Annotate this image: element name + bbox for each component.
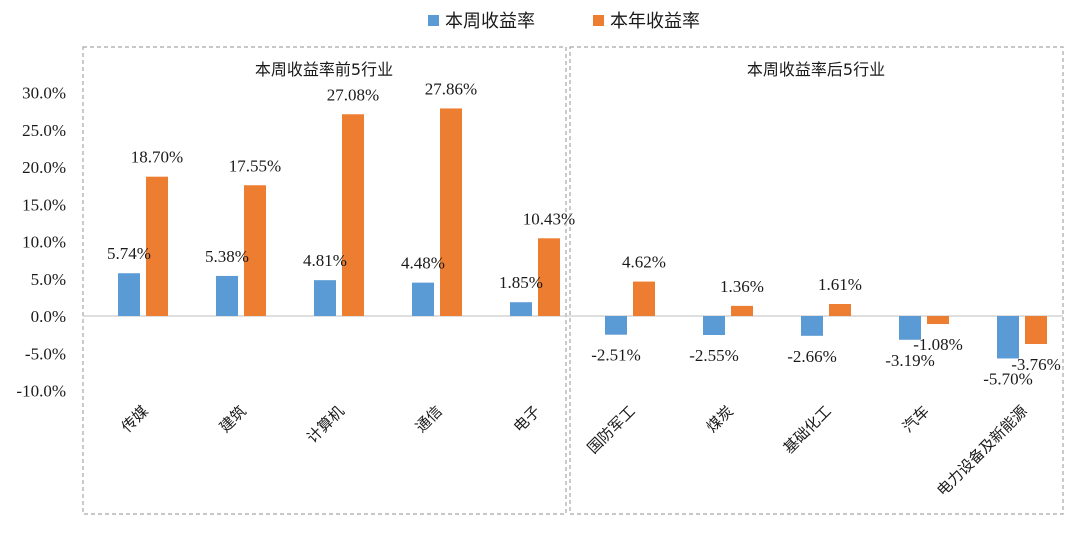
bar-ytd bbox=[829, 304, 851, 316]
bar-weekly bbox=[412, 282, 434, 316]
category-label: 计算机 bbox=[303, 402, 348, 447]
data-label: 1.85% bbox=[499, 273, 543, 292]
category-label: 国防军工 bbox=[584, 402, 639, 457]
data-label: 4.81% bbox=[303, 251, 347, 270]
data-label: 5.38% bbox=[205, 247, 249, 266]
top-panel-frame bbox=[82, 46, 567, 515]
bar-ytd bbox=[146, 176, 168, 316]
y-tick-label: -5.0% bbox=[25, 344, 66, 363]
bar-ytd bbox=[244, 185, 266, 316]
y-tick-label: 25.0% bbox=[22, 121, 66, 140]
category-label: 通信 bbox=[412, 402, 446, 436]
data-label: 27.08% bbox=[327, 85, 379, 104]
bar-weekly bbox=[997, 316, 1019, 359]
panel-title-top5: 本周收益率前5行业 bbox=[255, 60, 393, 79]
data-label: 4.48% bbox=[401, 254, 445, 273]
y-tick-label: -10.0% bbox=[16, 382, 66, 401]
data-label: -3.19% bbox=[885, 351, 935, 370]
legend-label: 本周收益率 bbox=[445, 11, 535, 32]
category-labels: 传媒 建筑 计算机 通信 电子 国防军工 煤炭 基础化工 汽车 电力设备及新能源 bbox=[118, 402, 1031, 500]
bar-ytd bbox=[927, 316, 949, 325]
legend: 本周收益率 本年收益率 bbox=[428, 11, 700, 32]
bars bbox=[118, 108, 1047, 359]
data-label: 18.70% bbox=[131, 148, 183, 167]
data-label: 27.86% bbox=[425, 79, 477, 98]
y-tick-label: 10.0% bbox=[22, 233, 66, 252]
bar-weekly bbox=[510, 302, 532, 316]
data-label: -5.70% bbox=[983, 369, 1033, 388]
y-tick-label: 15.0% bbox=[22, 195, 66, 214]
data-label: -2.51% bbox=[591, 346, 641, 365]
bar-ytd bbox=[440, 108, 462, 317]
data-label: 1.61% bbox=[818, 275, 862, 294]
bar-ytd bbox=[538, 238, 560, 316]
bar-weekly bbox=[216, 275, 238, 316]
bottom-panel-frame bbox=[569, 46, 1064, 515]
data-label: 5.74% bbox=[107, 244, 151, 263]
bar-weekly bbox=[801, 316, 823, 336]
legend-swatch bbox=[593, 15, 604, 26]
data-label: -2.66% bbox=[787, 347, 837, 366]
y-tick-label: 5.0% bbox=[31, 270, 66, 289]
data-labels: 5.74% 18.70% 5.38% 17.55% 4.81% 27.08% 4.48% 27… bbox=[107, 79, 1061, 388]
legend-swatch bbox=[428, 15, 439, 26]
bar-weekly bbox=[605, 316, 627, 335]
category-label: 电力设备及新能源 bbox=[933, 402, 1031, 500]
bar-ytd bbox=[731, 305, 753, 316]
category-label: 煤炭 bbox=[703, 402, 737, 436]
bar-weekly bbox=[314, 280, 336, 316]
data-label: -3.76% bbox=[1011, 355, 1061, 374]
y-tick-label: 30.0% bbox=[22, 84, 66, 103]
bar-ytd bbox=[1025, 316, 1047, 345]
bar-weekly bbox=[703, 316, 725, 335]
bar-weekly bbox=[118, 273, 140, 316]
panel-title-bottom5: 本周收益率后5行业 bbox=[747, 60, 885, 79]
data-label: 4.62% bbox=[622, 253, 666, 272]
category-label: 传媒 bbox=[118, 402, 152, 436]
data-label: -2.55% bbox=[689, 346, 739, 365]
y-tick-label: 20.0% bbox=[22, 158, 66, 177]
bar-ytd bbox=[342, 114, 364, 316]
data-label: 1.36% bbox=[720, 277, 764, 296]
data-label: 17.55% bbox=[229, 156, 281, 175]
category-label: 建筑 bbox=[216, 402, 250, 436]
y-tick-label: 0.0% bbox=[31, 307, 66, 326]
data-label: 10.43% bbox=[523, 209, 575, 228]
data-label: -1.08% bbox=[913, 335, 963, 354]
legend-label: 本年收益率 bbox=[610, 11, 700, 32]
bar-weekly bbox=[899, 316, 921, 340]
category-label: 汽车 bbox=[899, 402, 933, 436]
category-label: 基础化工 bbox=[780, 402, 835, 457]
bar-ytd bbox=[633, 281, 655, 316]
y-axis: 30.0% 25.0% 20.0% 15.0% 10.0% 5.0% 0.0% -5.0% -1… bbox=[16, 84, 66, 401]
category-label: 电子 bbox=[510, 402, 544, 436]
